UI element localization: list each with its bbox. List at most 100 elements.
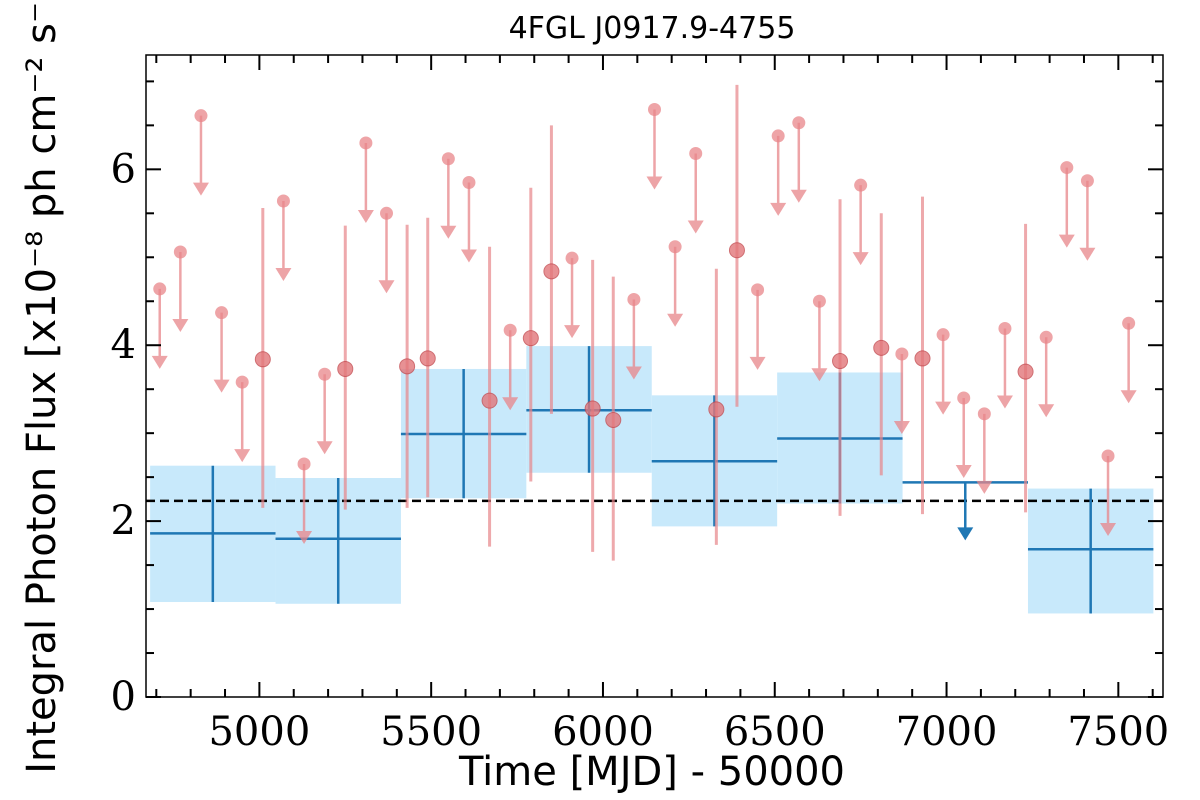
short-bin-point	[419, 350, 436, 367]
short-bin-limit-marker	[771, 129, 785, 143]
upper-limit-arrowhead	[667, 313, 684, 327]
y-axis-label: Integral Photon Flux [x10⁻⁸ ph cm⁻² s⁻¹]	[19, 0, 65, 774]
short-bin-limit-marker	[1060, 161, 1074, 175]
short-bin-limit-marker	[854, 178, 868, 192]
upper-limit-arrowhead	[234, 449, 251, 463]
short-bin-limit-marker	[318, 367, 332, 381]
chart-title: 4FGL J0917.9-4755	[509, 11, 796, 46]
short-bin-limit-marker	[1101, 449, 1115, 463]
short-bin-limit-marker	[1039, 330, 1053, 344]
upper-limit-arrowhead	[1058, 234, 1075, 248]
upper-limit-arrowhead	[1120, 390, 1137, 404]
short-bin-point	[873, 339, 890, 356]
x-tick-label: 5000	[208, 709, 310, 755]
upper-limit-arrowhead	[1079, 247, 1096, 261]
short-bin-upper-limit	[1100, 456, 1117, 537]
short-bin-limit-marker	[441, 152, 455, 166]
short-bin-upper-limit	[1120, 323, 1137, 404]
short-bin-upper-limit	[625, 299, 642, 380]
axes: 5000 5500 6000 6500 7000 7500 0 2 4 6	[111, 54, 1169, 755]
short-bin-limit-marker	[235, 375, 249, 389]
short-bin-limit-marker	[462, 176, 476, 190]
x-tick-label: 7000	[896, 709, 998, 755]
upper-limit-arrowhead	[502, 397, 519, 411]
x-tick-label: 7500	[1067, 709, 1169, 755]
short-bin-limit-marker	[812, 294, 826, 308]
short-bin-upper-limit	[378, 213, 395, 294]
upper-limit-arrowhead	[213, 379, 230, 393]
upper-limit-arrowhead	[790, 189, 807, 203]
short-bin-limit-marker	[153, 282, 167, 296]
short-bin-upper-limit	[564, 258, 581, 339]
upper-limit-arrowhead	[935, 401, 952, 415]
x-tick-label: 5500	[380, 709, 482, 755]
upper-limit-arrowhead	[275, 267, 292, 281]
short-bin-limit-marker	[668, 240, 682, 254]
short-bin-point	[254, 351, 271, 368]
upper-limit-arrowhead	[172, 318, 189, 332]
short-bin-upper-limit	[151, 288, 168, 369]
short-bin-limit-marker	[565, 251, 579, 265]
upper-limit-arrowhead	[646, 176, 663, 190]
short-bin-limit-marker	[503, 323, 517, 337]
plot-area	[146, 84, 1163, 614]
upper-limit-arrowhead	[564, 325, 581, 339]
short-bin-upper-limit	[811, 301, 828, 382]
upper-limit-arrowhead	[625, 366, 642, 380]
short-bin-point	[708, 401, 725, 418]
short-bin-limit-marker	[1122, 316, 1136, 330]
short-bin-upper-limit	[996, 328, 1013, 409]
short-bin-upper-limit	[1079, 180, 1096, 261]
upper-limit-arrowhead	[811, 368, 828, 382]
upper-limit-arrowhead	[957, 527, 974, 541]
short-bin-limit-marker	[380, 206, 394, 220]
short-bin-limit-marker	[648, 103, 661, 117]
plot-frame	[145, 54, 1164, 698]
short-bin-limit-marker	[957, 391, 971, 405]
short-bin-upper-limit	[213, 312, 230, 393]
upper-limit-arrowhead	[852, 252, 869, 266]
upper-limit-arrowhead	[749, 356, 766, 370]
short-bin-point	[584, 400, 601, 417]
short-bin-point	[399, 358, 416, 375]
short-bin-point	[914, 350, 931, 367]
short-bin-upper-limit	[749, 289, 766, 370]
upper-limit-arrowhead	[316, 441, 333, 455]
short-bin-upper-limit	[296, 463, 313, 544]
short-bin-upper-limit	[667, 246, 684, 327]
short-bin-upper-limit	[1038, 337, 1055, 418]
short-bin-upper-limit	[955, 397, 972, 478]
short-bin-point	[337, 360, 354, 377]
short-bin-upper-limit	[316, 374, 333, 455]
short-bin-limit-marker	[936, 328, 950, 342]
short-bin-limit-marker	[215, 306, 229, 320]
upper-limit-arrowhead	[357, 209, 374, 223]
upper-limit-arrowhead	[378, 280, 395, 294]
upper-limit-arrowhead	[192, 182, 209, 196]
short-bin-limit-marker	[627, 292, 641, 306]
x-axis-label: Time [MJD] - 50000	[458, 749, 845, 795]
short-bin-upper-limit	[440, 158, 457, 239]
short-bin-limit-marker	[359, 136, 373, 150]
short-bin-upper-limit	[192, 115, 209, 196]
short-bin-limit-marker	[297, 457, 311, 471]
short-bin-upper-limit	[976, 413, 993, 494]
short-bin-limit-marker	[895, 347, 909, 361]
short-bin-point	[1017, 363, 1034, 380]
upper-limit-arrowhead	[687, 220, 704, 234]
upper-limit-arrowhead	[1100, 523, 1117, 537]
short-bin-point	[543, 263, 560, 280]
short-bin-limit-marker	[751, 283, 765, 297]
upper-limit-arrowhead	[996, 395, 1013, 409]
short-bin-upper-limit	[790, 122, 807, 203]
short-bin-upper-limit	[687, 153, 704, 234]
short-bin-upper-limit	[357, 142, 374, 223]
short-bin-limit-marker	[1080, 174, 1094, 188]
upper-limit-arrowhead	[893, 421, 910, 435]
y-tick-label: 4	[111, 322, 136, 368]
short-bin-upper-limit	[935, 334, 952, 415]
x-tick-label: 6000	[552, 709, 654, 755]
y-tick-label: 2	[111, 498, 136, 544]
short-bin-limit-marker	[194, 109, 208, 123]
